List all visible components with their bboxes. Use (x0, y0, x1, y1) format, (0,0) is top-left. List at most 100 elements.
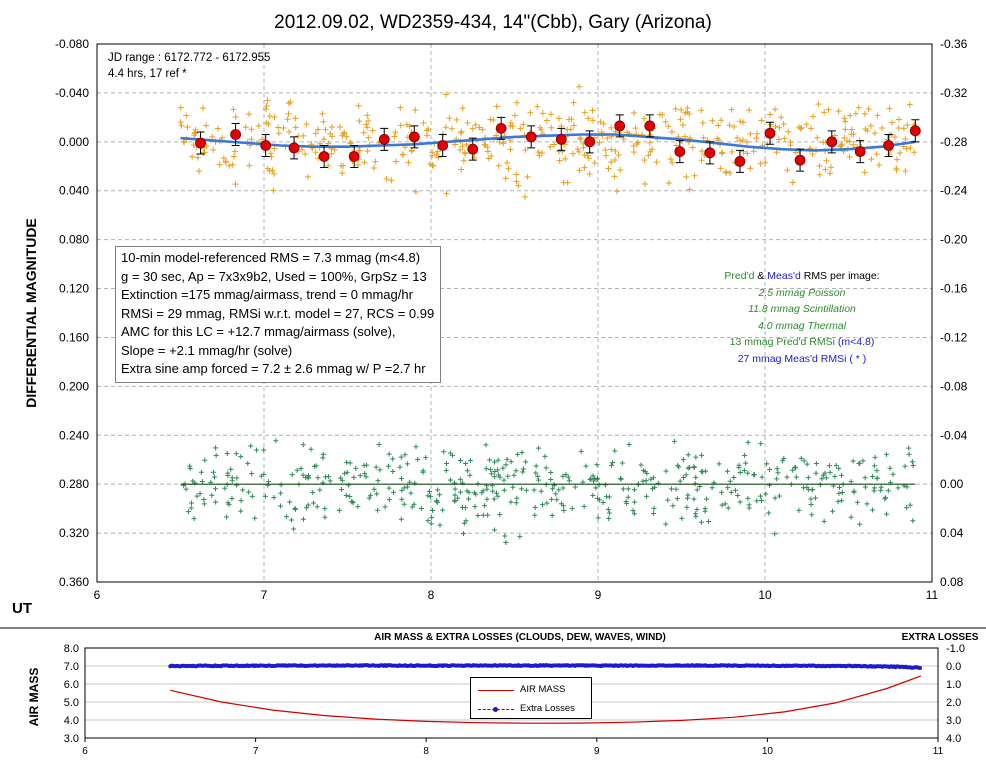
measurement-point (632, 125, 639, 132)
measurement-point (737, 118, 744, 125)
residual-point (404, 461, 410, 467)
jd-range-text: JD range : 6172.772 - 6172.955 (108, 52, 271, 64)
measurement-point (507, 119, 514, 126)
residual-point (839, 489, 845, 495)
residual-point (202, 457, 208, 463)
residual-point (320, 455, 326, 461)
residual-point (727, 478, 733, 484)
measurement-point (673, 142, 680, 149)
residual-point (229, 475, 235, 481)
residual-point (303, 475, 309, 481)
measurement-point (630, 143, 637, 150)
residual-point (487, 457, 493, 463)
measurement-point (539, 110, 546, 117)
measurement-point (778, 114, 785, 121)
residual-point (692, 511, 698, 517)
residual-point (850, 458, 856, 464)
residual-point (648, 476, 654, 482)
measurement-point (222, 158, 229, 165)
binned-mean-point (854, 146, 866, 158)
measurement-point (842, 118, 849, 125)
y-tick-label: 0.040 (59, 184, 89, 198)
residual-point (344, 459, 350, 465)
measurement-point (270, 170, 277, 177)
residual-point (425, 493, 431, 499)
residual-point (533, 470, 539, 476)
residual-point (902, 463, 908, 469)
residual-point (583, 463, 589, 469)
measurement-point (548, 111, 555, 118)
residual-point (793, 474, 799, 480)
measurement-point (615, 151, 622, 158)
measurement-point (462, 150, 469, 157)
residual-point (300, 472, 306, 478)
residual-point (308, 446, 314, 452)
measurement-point (476, 124, 483, 131)
residual-point (668, 486, 674, 492)
residual-point (497, 512, 503, 518)
residual-point (705, 519, 711, 525)
binned-mean-point (674, 146, 686, 158)
measurement-point (584, 152, 591, 159)
measurement-point (242, 124, 249, 131)
measurement-point (203, 122, 210, 129)
residual-point (619, 460, 625, 466)
measurement-point (320, 136, 327, 143)
measurement-point (581, 164, 588, 171)
rms-predicted-suffix: (m<4.8) (834, 336, 875, 349)
residual-point (839, 498, 845, 504)
measurement-point (715, 137, 722, 144)
binned-mean-point (525, 131, 537, 143)
residual-point (503, 462, 509, 468)
residual-point (343, 492, 349, 498)
measurement-point (264, 165, 271, 172)
residual-point (278, 482, 284, 488)
measurement-point (393, 158, 400, 165)
residual-point (533, 463, 539, 469)
residual-point (199, 478, 205, 484)
measurement-point (603, 152, 610, 159)
measurement-point (873, 151, 880, 158)
measurement-point (669, 159, 676, 166)
measurement-point (355, 161, 362, 168)
extra-losses-tick-label: 2.0 (946, 697, 961, 709)
residual-point (650, 511, 656, 517)
residual-point (563, 471, 569, 477)
measurement-point (232, 181, 239, 188)
measurement-point (485, 155, 492, 162)
residual-point (213, 499, 219, 505)
residual-point (809, 486, 815, 492)
residual-point (443, 467, 449, 473)
y-tick-label: 0.160 (59, 330, 89, 344)
residual-point (813, 460, 819, 466)
residual-point (693, 474, 699, 480)
residual-point (774, 476, 780, 482)
residual-point (548, 476, 554, 482)
measurement-point (861, 110, 868, 117)
residual-point (245, 460, 251, 466)
binned-mean-point (348, 151, 360, 162)
residual-point (225, 473, 231, 479)
measurement-point (177, 104, 184, 111)
residual-point (408, 490, 414, 496)
residual-point (549, 513, 555, 519)
residual-point (508, 499, 514, 505)
measurement-point (567, 126, 574, 133)
residual-point (835, 499, 841, 505)
residual-point (774, 466, 780, 472)
measurement-point (846, 154, 853, 161)
measurement-point (183, 112, 190, 119)
measurement-point (803, 121, 810, 128)
residual-point (677, 478, 683, 484)
measurement-point (569, 150, 576, 157)
residual-point (488, 467, 494, 473)
residual-point (234, 475, 240, 481)
residual-point (804, 461, 810, 467)
measurement-point (287, 99, 294, 106)
residual-point (346, 482, 352, 488)
residual-point (228, 466, 234, 472)
residual-point (683, 472, 689, 478)
residual-point (625, 494, 631, 500)
measurement-point (585, 155, 592, 162)
residual-point (315, 475, 321, 481)
